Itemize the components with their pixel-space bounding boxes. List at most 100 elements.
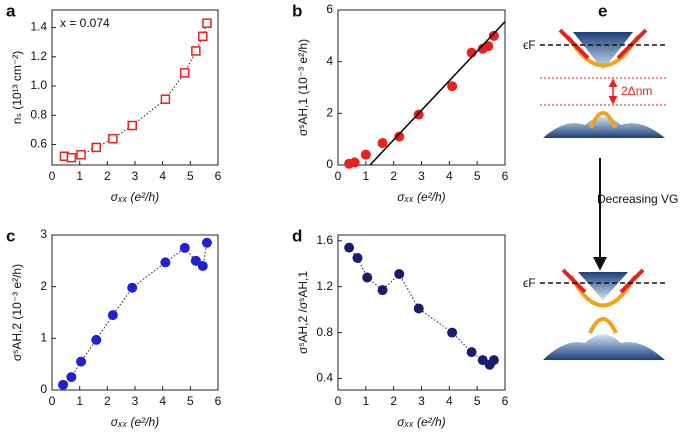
x-tick-label: 3 — [132, 394, 139, 408]
point — [180, 68, 190, 78]
point — [349, 157, 360, 168]
x-tick-label: 0 — [49, 394, 56, 408]
panel-letter: c — [6, 226, 15, 245]
panel-letter: b — [292, 1, 302, 20]
y-tick-label: 0.4 — [316, 371, 333, 385]
point — [160, 257, 171, 268]
point — [58, 379, 69, 390]
x-tick-label: 1 — [362, 169, 369, 183]
point — [201, 237, 212, 248]
point — [488, 355, 499, 366]
x-axis-label: σₓₓ (e²/h) — [397, 415, 445, 429]
y-tick-label: 1.0 — [30, 78, 47, 92]
x-tick-label: 5 — [187, 394, 194, 408]
y-tick-label: 4 — [326, 54, 333, 68]
annotation: x = 0.074 — [60, 16, 110, 30]
point — [190, 255, 201, 266]
x-tick-label: 6 — [215, 169, 222, 183]
y-tick-label: 2 — [40, 279, 47, 293]
conduction-cone — [573, 32, 633, 70]
y-tick-label: 1.2 — [30, 49, 47, 63]
point — [447, 81, 458, 92]
x-tick-label: 2 — [104, 169, 111, 183]
point — [466, 347, 477, 358]
y-axis-label: σˢAH,1 (10⁻³ e²/h) — [296, 39, 310, 136]
x-tick-label: 3 — [418, 169, 425, 183]
x-tick-label: 4 — [159, 169, 166, 183]
x-tick-label: 1 — [76, 394, 83, 408]
x-tick-label: 6 — [215, 394, 222, 408]
x-tick-label: 3 — [132, 169, 139, 183]
point — [483, 41, 494, 52]
y-tick-label: 1 — [40, 331, 47, 345]
point — [344, 242, 355, 253]
series-line — [64, 23, 208, 159]
x-tick-label: 6 — [502, 169, 509, 183]
point — [179, 242, 190, 253]
y-axis-label: σˢAH,2 /σˢAH,1 — [296, 271, 310, 354]
x-tick-label: 6 — [502, 394, 509, 408]
point — [394, 269, 405, 280]
series-line — [369, 21, 506, 166]
y-tick-label: 6 — [326, 2, 333, 16]
x-tick-label: 2 — [390, 169, 397, 183]
x-tick-label: 0 — [49, 169, 56, 183]
y-tick-label: 2 — [326, 106, 333, 120]
x-tick-label: 2 — [390, 394, 397, 408]
point — [91, 142, 102, 153]
y-tick-label: 1.6 — [316, 233, 333, 247]
point — [394, 131, 405, 142]
y-tick-label: 0 — [326, 157, 333, 171]
plot-frame — [337, 9, 506, 166]
point — [108, 133, 118, 144]
panel-letter: a — [6, 1, 16, 20]
panel-letter: e — [598, 1, 607, 20]
y-tick-label: 0.8 — [316, 325, 333, 339]
fermi-label: ϵF — [523, 276, 536, 290]
x-tick-label: 4 — [446, 169, 453, 183]
x-axis-label: σₓₓ (e²/h) — [111, 190, 159, 204]
point — [66, 372, 77, 383]
point — [377, 285, 388, 296]
band — [558, 28, 648, 60]
point — [127, 282, 138, 293]
x-tick-label: 5 — [474, 169, 481, 183]
point — [191, 46, 201, 56]
gap-label: 2Δnm — [621, 84, 652, 98]
point — [198, 31, 208, 42]
y-tick-label: 3 — [40, 227, 47, 241]
point — [127, 120, 137, 131]
fermi-label: ϵF — [523, 38, 536, 52]
point — [488, 30, 499, 41]
y-tick-label: 1.4 — [30, 20, 47, 34]
point — [413, 109, 424, 120]
x-tick-label: 4 — [446, 394, 453, 408]
band — [589, 111, 617, 129]
y-axis-label: nₛ (10¹³ cm⁻²) — [10, 51, 24, 124]
y-axis-label: σˢAH,2 (10⁻³ e²/h) — [10, 264, 24, 361]
point — [352, 252, 363, 263]
valence-band — [543, 334, 665, 360]
point — [202, 18, 212, 28]
y-tick-label: 1.2 — [316, 279, 333, 293]
point — [160, 94, 171, 104]
x-tick-label: 2 — [104, 394, 111, 408]
x-axis-label: σₓₓ (e²/h) — [397, 190, 445, 204]
y-tick-label: 0.8 — [30, 107, 47, 121]
arrow-label: Decreasing VG — [597, 192, 678, 206]
point — [76, 150, 86, 160]
x-tick-label: 0 — [335, 394, 342, 408]
panel-letter: d — [292, 226, 302, 245]
point — [360, 149, 371, 160]
point — [91, 334, 102, 345]
x-tick-label: 1 — [76, 169, 83, 183]
x-tick-label: 5 — [187, 169, 194, 183]
point — [377, 138, 388, 149]
y-tick-label: 0 — [40, 382, 47, 396]
valence-band — [543, 116, 665, 138]
band — [588, 317, 618, 334]
band — [561, 268, 645, 294]
point — [413, 303, 424, 314]
y-tick-label: 0.6 — [30, 137, 47, 151]
